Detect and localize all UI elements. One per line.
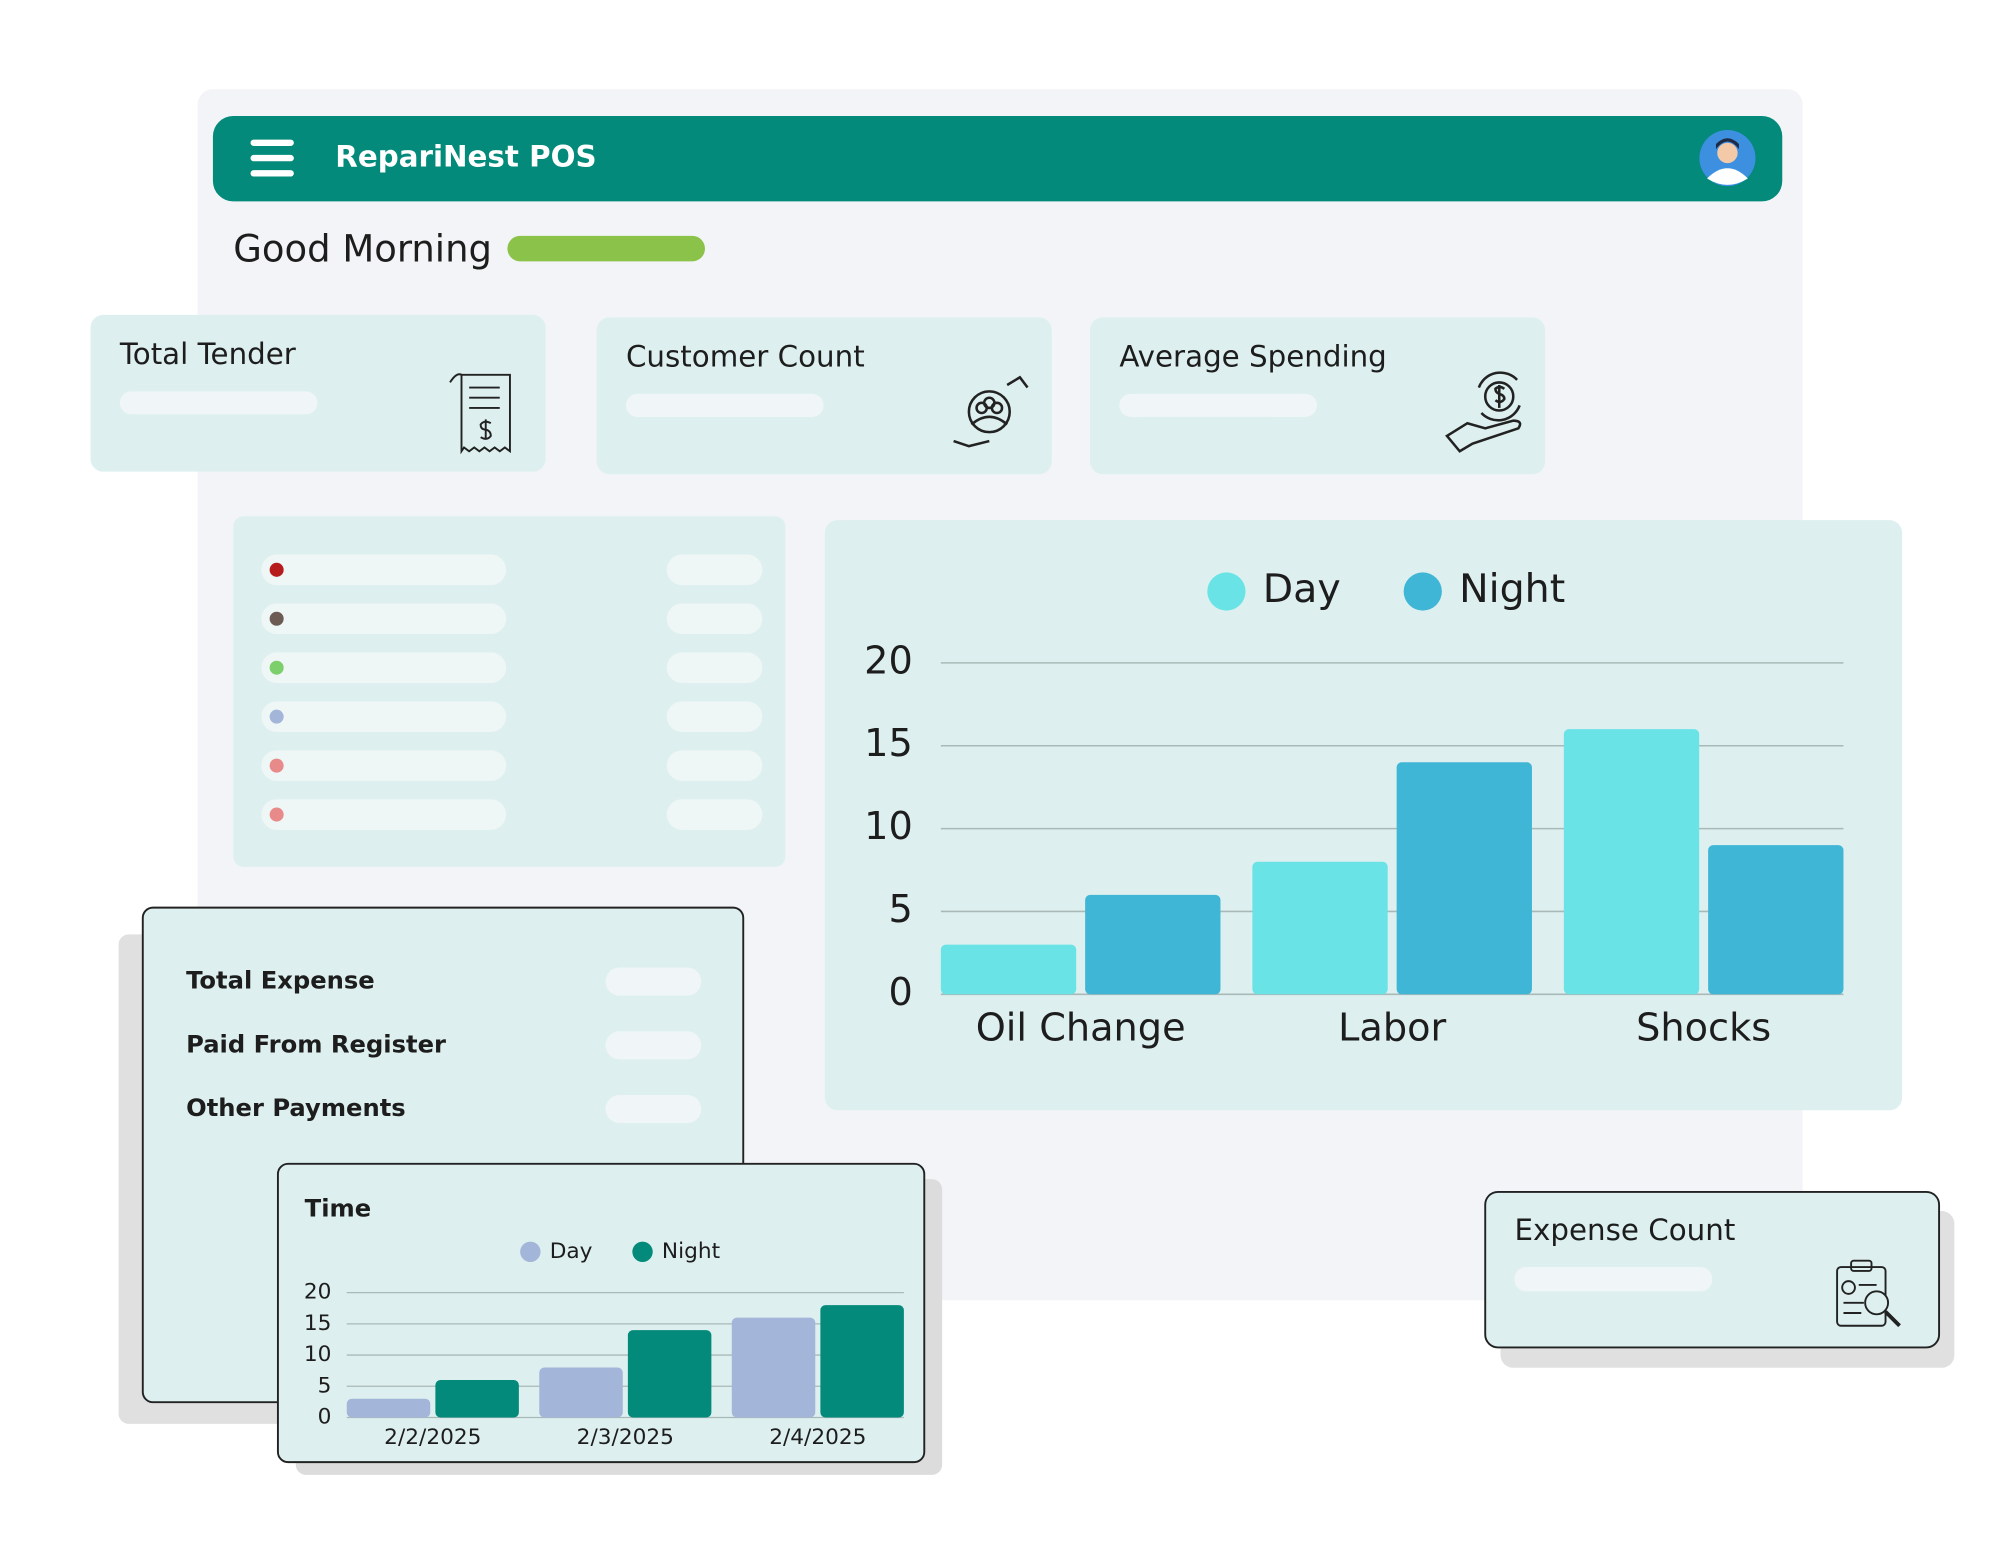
header-bar: [212, 116, 1783, 202]
y-tick-label: 0: [318, 1405, 332, 1430]
y-tick-label: 20: [864, 639, 913, 683]
y-tick-label: 5: [318, 1373, 332, 1398]
legend-swatch: [1403, 572, 1442, 611]
x-tick-label: 2/3/2025: [577, 1425, 674, 1450]
row-placeholder: [261, 799, 507, 830]
legend-swatch: [1207, 572, 1246, 611]
row-placeholder: [261, 554, 507, 586]
legend-swatch: [632, 1241, 653, 1263]
bar: [940, 944, 1077, 995]
x-tick-label: Shocks: [1636, 1007, 1771, 1051]
status-dot: [269, 562, 284, 577]
value-placeholder: [666, 750, 763, 781]
clipboard-icon: [1836, 1259, 1901, 1328]
row-placeholder: [261, 603, 507, 635]
bar: [346, 1398, 431, 1418]
value-placeholder: [605, 1031, 702, 1060]
chart-title: Time: [305, 1195, 371, 1223]
value-placeholder: [666, 799, 763, 830]
bar: [1252, 861, 1388, 995]
bar: [1708, 845, 1844, 995]
value-placeholder: [666, 603, 763, 635]
menu-button[interactable]: [250, 139, 294, 177]
value-placeholder: [666, 652, 763, 684]
y-tick-label: 0: [888, 971, 912, 1015]
x-tick-label: 2/2/2025: [384, 1425, 481, 1450]
bar: [435, 1380, 519, 1418]
status-dot: [269, 660, 284, 675]
y-tick-label: 10: [864, 805, 913, 849]
customers-icon: [953, 375, 1029, 448]
expense-count-card: [1484, 1190, 1941, 1349]
expense-row-label: Paid From Register: [186, 1030, 446, 1058]
y-tick-label: 20: [304, 1280, 332, 1305]
bar: [539, 1367, 623, 1418]
greeting: Good Morning: [233, 228, 492, 271]
row-placeholder: [261, 750, 507, 781]
y-tick-label: 15: [304, 1311, 332, 1336]
card-label: Average Spending: [1119, 340, 1386, 374]
bar: [1396, 762, 1532, 995]
receipt-icon: [449, 373, 511, 455]
x-tick-label: Labor: [1338, 1007, 1446, 1051]
y-tick-label: 5: [888, 888, 912, 932]
legend-swatch: [520, 1241, 541, 1263]
legend-label: Night: [662, 1239, 720, 1264]
value-placeholder: [666, 554, 763, 586]
app-title: RepariNest POS: [335, 140, 596, 174]
y-tick-label: 10: [304, 1342, 332, 1367]
status-dot: [269, 709, 284, 724]
value-placeholder: [605, 1095, 702, 1124]
legend-label: Night: [1459, 566, 1565, 612]
metric-card: Total Tender: [90, 314, 546, 472]
row-placeholder: [261, 701, 507, 732]
legend-label: Day: [1263, 566, 1341, 612]
bar: [627, 1330, 712, 1418]
spending-icon: [1445, 371, 1522, 453]
name-placeholder: [507, 235, 706, 262]
card-label: Total Tender: [119, 337, 297, 371]
bar: [1085, 894, 1221, 995]
x-tick-label: Oil Change: [976, 1007, 1186, 1051]
expense-row-label: Total Expense: [186, 967, 375, 995]
row-placeholder: [261, 652, 507, 684]
card-label: Expense Count: [1515, 1213, 1736, 1247]
status-dot: [269, 758, 284, 773]
value-placeholder: [1514, 1267, 1713, 1292]
value-placeholder: [605, 967, 702, 996]
metric-card: Customer Count: [596, 317, 1052, 475]
value-placeholder: [666, 701, 763, 732]
avatar[interactable]: [1699, 130, 1756, 187]
metric-card: Average Spending: [1090, 317, 1546, 475]
list-panel: [233, 516, 786, 867]
status-dot: [269, 611, 284, 626]
card-label: Customer Count: [626, 340, 865, 374]
expense-row-label: Other Payments: [186, 1094, 406, 1122]
bar: [820, 1305, 904, 1418]
bar: [1563, 729, 1700, 995]
bar: [731, 1317, 816, 1418]
legend-label: Day: [550, 1239, 593, 1264]
x-tick-label: 2/4/2025: [769, 1425, 866, 1450]
status-dot: [269, 807, 284, 822]
y-tick-label: 15: [864, 722, 913, 766]
